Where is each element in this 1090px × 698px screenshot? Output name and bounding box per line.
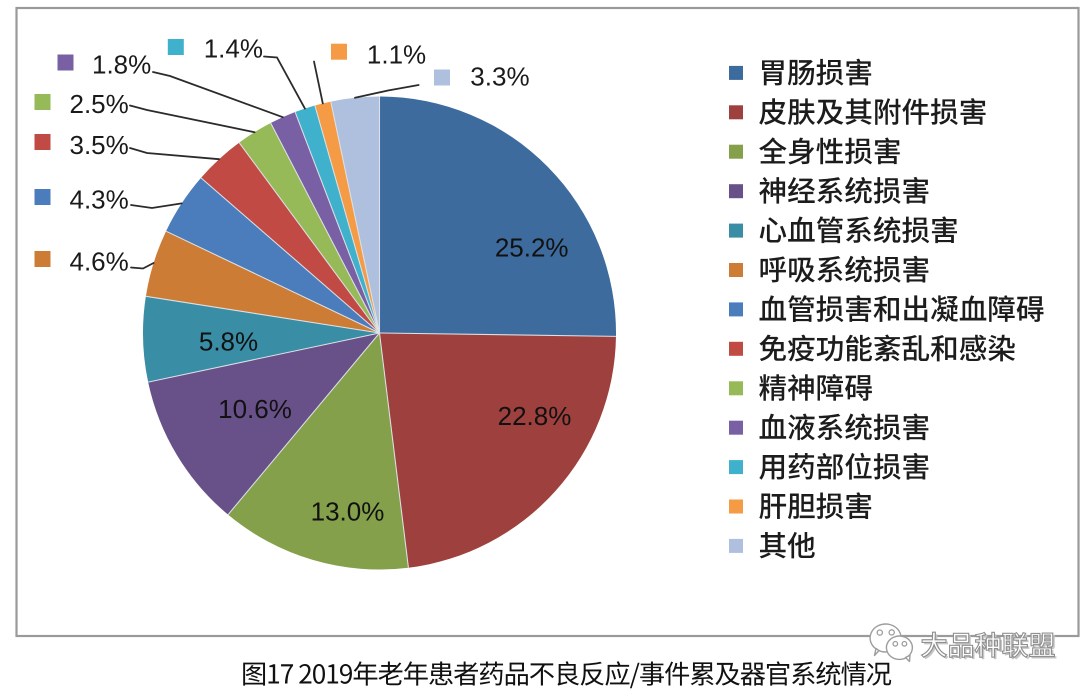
svg-text:10.6%: 10.6% [218, 394, 292, 424]
svg-text:1.4%: 1.4% [204, 34, 263, 64]
svg-text:5.8%: 5.8% [199, 327, 258, 357]
svg-text:1.8%: 1.8% [92, 50, 151, 80]
svg-text:13.0%: 13.0% [311, 497, 385, 527]
svg-text:1.1%: 1.1% [367, 40, 426, 70]
svg-text:3.5%: 3.5% [70, 130, 129, 160]
svg-text:4.3%: 4.3% [70, 185, 129, 215]
svg-text:2.5%: 2.5% [70, 89, 129, 119]
svg-text:22.8%: 22.8% [498, 401, 572, 431]
svg-text:4.6%: 4.6% [70, 247, 129, 277]
svg-text:3.3%: 3.3% [470, 62, 529, 92]
svg-text:25.2%: 25.2% [495, 233, 569, 263]
